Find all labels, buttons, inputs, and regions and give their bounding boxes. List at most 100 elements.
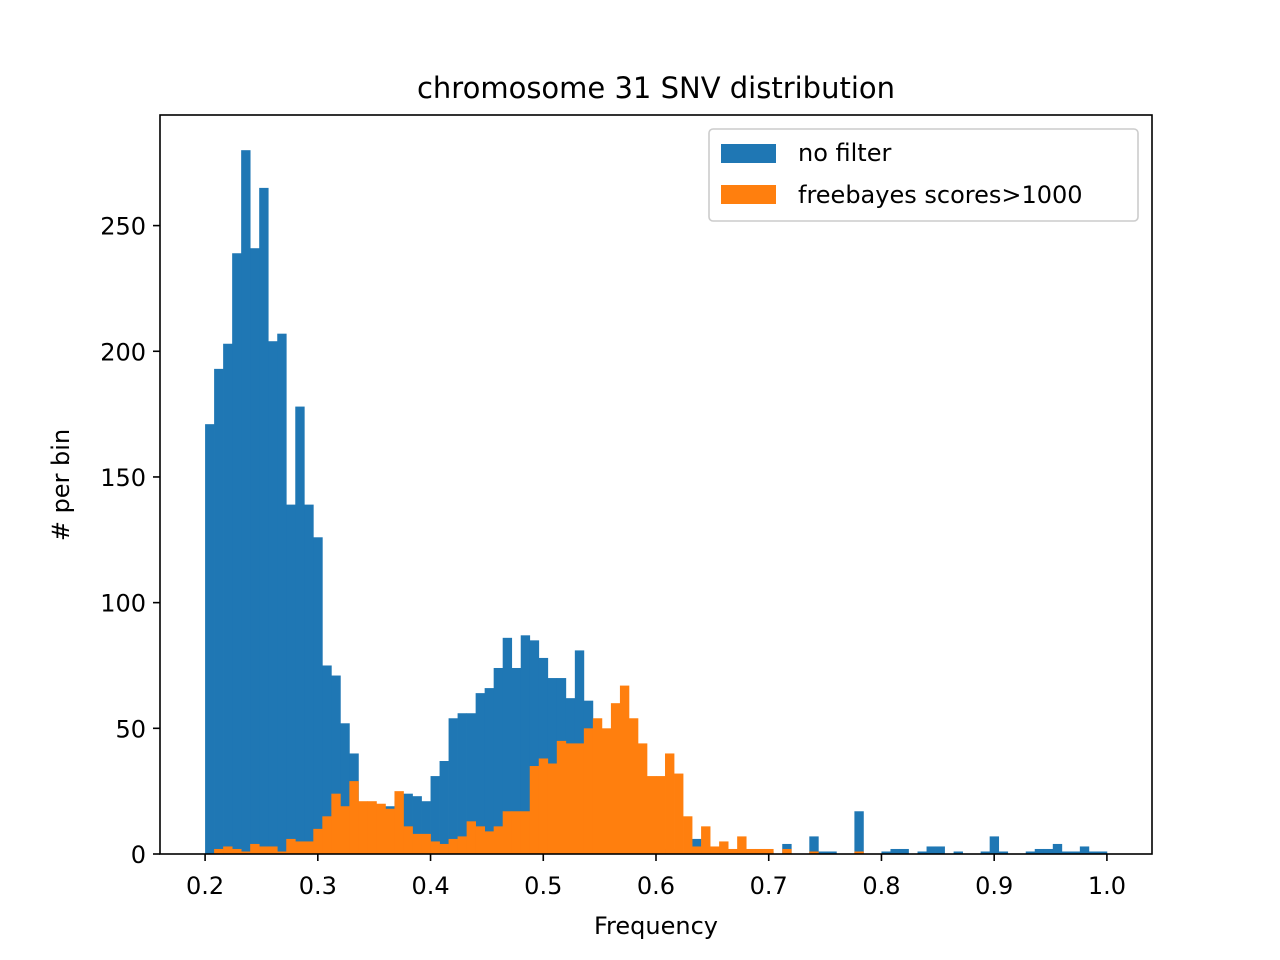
bar-series-1-bin-27 [448, 838, 458, 854]
bar-series-1-bin-25 [430, 841, 440, 854]
bar-series-0-bin-5 [250, 248, 260, 855]
bar-series-1-bin-45 [610, 703, 621, 854]
bar-series-1-bin-8 [277, 851, 287, 854]
bar-series-0-bin-81 [935, 846, 945, 854]
bar-series-1-bin-60 [746, 848, 756, 854]
bar-series-0-bin-23 [412, 796, 422, 854]
bar-series-1-bin-28 [457, 836, 467, 854]
bar-series-1-bin-34 [511, 811, 522, 854]
bar-series-0-bin-77 [899, 848, 909, 854]
bar-series-0-bin-95 [1061, 851, 1072, 854]
bar-series-1-bin-62 [764, 848, 774, 854]
x-axis-label: Frequency [594, 912, 718, 940]
legend-label-no-filter: no filter [798, 139, 891, 167]
bar-series-0-bin-1 [214, 368, 224, 854]
y-axis-label: # per bin [47, 429, 75, 541]
bar-series-0-bin-25 [430, 776, 440, 854]
legend-box [708, 128, 1139, 222]
bar-series-1-bin-7 [268, 846, 278, 854]
x-tick-label: 0.7 [750, 872, 788, 900]
bar-series-1-bin-58 [728, 848, 738, 854]
bar-series-1-bin-3 [232, 848, 242, 854]
bar-series-1-bin-41 [574, 743, 585, 854]
legend-swatch-freebayes [721, 185, 776, 204]
bar-series-1-bin-57 [719, 841, 729, 854]
x-tick-label: 0.5 [524, 872, 562, 900]
bar-series-0-bin-69 [827, 851, 837, 854]
bar-series-0-bin-9 [286, 504, 296, 854]
bar-series-1-bin-31 [484, 831, 495, 854]
bar-series-1-bin-14 [331, 793, 341, 854]
bar-series-1-bin-33 [502, 811, 513, 854]
bar-series-1-bin-67 [809, 851, 819, 854]
x-tick-label: 0.9 [975, 872, 1013, 900]
bar-series-1-bin-50 [656, 776, 666, 854]
bar-series-1-bin-5 [250, 843, 260, 854]
bar-series-1-bin-43 [592, 718, 603, 854]
bar-series-0-bin-79 [917, 851, 927, 854]
bar-series-0-bin-30 [475, 693, 486, 854]
bar-series-0-bin-96 [1070, 851, 1081, 854]
bar-series-1-bin-17 [358, 801, 368, 854]
bar-series-1-bin-72 [854, 851, 864, 854]
bar-series-1-bin-30 [475, 826, 486, 854]
bar-series-1-bin-56 [710, 846, 720, 854]
bar-series-0-bin-11 [304, 504, 314, 854]
bar-series-1-bin-37 [538, 758, 549, 854]
legend: no filter freebayes scores>1000 [708, 128, 1139, 222]
bars-layer [205, 150, 1108, 855]
bar-series-1-bin-64 [782, 848, 792, 854]
bar-series-0-bin-0 [205, 424, 215, 854]
bar-series-0-bin-26 [439, 761, 449, 854]
chart-title: chromosome 31 SNV distribution [417, 71, 895, 105]
bar-series-0-bin-14 [331, 675, 341, 854]
bar-series-1-bin-32 [493, 826, 504, 854]
bar-series-0-bin-6 [259, 187, 269, 854]
y-tick-label: 0 [131, 841, 146, 869]
bar-series-1-bin-52 [674, 773, 684, 854]
bar-series-0-bin-86 [980, 851, 991, 854]
bar-series-0-bin-92 [1034, 848, 1045, 854]
bar-series-0-bin-98 [1088, 851, 1099, 854]
bar-series-1-bin-26 [439, 843, 449, 854]
bar-series-1-bin-42 [583, 728, 594, 854]
bar-series-1-bin-11 [304, 841, 314, 854]
bar-series-0-bin-32 [493, 667, 504, 854]
bar-series-1-bin-19 [376, 803, 386, 854]
bar-series-0-bin-35 [520, 635, 531, 854]
bar-series-0-bin-29 [466, 713, 476, 854]
bar-series-0-bin-72 [854, 811, 864, 854]
bar-series-1-bin-39 [556, 740, 567, 854]
bar-series-0-bin-88 [998, 851, 1009, 854]
bar-series-0-bin-4 [241, 150, 251, 854]
x-tick-label: 0.3 [299, 872, 337, 900]
bar-series-1-bin-40 [565, 743, 576, 854]
bar-series-0-bin-2 [223, 343, 233, 854]
bar-series-1-bin-18 [367, 801, 377, 854]
x-tick-label: 1.0 [1088, 872, 1126, 900]
bar-series-1-bin-22 [403, 826, 413, 854]
bar-series-0-bin-3 [232, 253, 242, 854]
bar-series-1-bin-61 [755, 848, 765, 854]
bar-series-0-bin-99 [1097, 851, 1108, 854]
x-tick-label: 0.8 [862, 872, 900, 900]
bar-series-0-bin-12 [313, 537, 323, 854]
y-tick-label: 100 [100, 590, 146, 618]
bar-series-1-bin-23 [412, 833, 422, 854]
bar-series-0-bin-97 [1079, 846, 1090, 854]
bar-series-1-bin-16 [349, 781, 359, 854]
bar-series-0-bin-36 [529, 640, 540, 854]
bar-series-1-bin-35 [520, 811, 531, 854]
bar-series-1-bin-44 [601, 728, 612, 854]
bar-series-1-bin-46 [619, 685, 630, 854]
y-tick-label: 250 [100, 213, 146, 241]
bar-series-0-bin-28 [457, 713, 467, 854]
bar-series-1-bin-15 [340, 806, 350, 854]
bar-series-0-bin-10 [295, 406, 305, 854]
bar-series-1-bin-4 [241, 851, 251, 854]
bar-series-0-bin-24 [421, 801, 431, 854]
bar-series-0-bin-80 [926, 846, 936, 854]
bar-series-1-bin-49 [646, 776, 657, 854]
y-tick-label: 50 [115, 715, 146, 743]
bar-series-0-bin-7 [268, 341, 278, 855]
